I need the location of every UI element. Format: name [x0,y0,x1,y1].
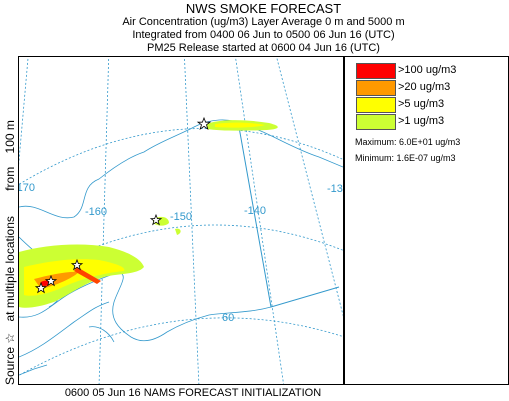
plume-north-yellow [215,122,265,128]
star-icon [196,116,212,130]
peninsula [19,301,110,358]
maximum-value: Maximum: 6.0E+01 ug/m3 [355,137,461,147]
star-icon [34,281,48,294]
legend-swatch [356,97,396,113]
title-block: NWS SMOKE FORECAST Air Concentration (ug… [18,0,509,55]
legend-item: >100 ug/m3 [354,63,504,80]
star-icon [149,213,163,226]
subtitle-line-1: Air Concentration (ug/m3) Layer Average … [122,16,405,28]
map-title: NWS SMOKE FORECAST [185,1,342,16]
legend-swatch [356,63,396,79]
legend-item: >1 ug/m3 [354,114,504,131]
coastline-south [19,271,272,342]
longitude-graticule [19,57,343,384]
source-side-label: Source ☆ at multiple locations from 100 … [0,56,18,385]
longitude-label: -160 [85,206,107,218]
legend-item: >5 ug/m3 [354,97,504,114]
longitude-label: -130 [327,183,343,195]
smoke-plumes [19,120,278,308]
minimum-value: Minimum: 1.6E-07 ug/m3 [355,153,456,163]
location-text: at multiple locations [3,216,17,322]
southern-lakes [88,326,115,343]
longitude-label: -140 [244,205,266,217]
coastline [19,119,343,219]
legend-label: >5 ug/m3 [398,98,445,110]
subtitle-line-3: PM25 Release started at 0600 04 Jun 16 (… [147,42,380,54]
star-icon [70,258,84,271]
latitude-graticule [19,128,343,376]
legend-label: >20 ug/m3 [398,81,451,93]
forecast-init-label: 0600 05 Jun 16 NAMS FORECAST INITIALIZAT… [64,387,322,399]
plume-southwest-red [74,267,101,284]
plume-central-2 [175,228,181,235]
height-text: 100 m [3,120,17,154]
legend-label: >1 ug/m3 [398,115,445,127]
from-text: from [3,166,17,191]
legend-swatch [356,80,396,96]
island-chain [19,364,48,376]
source-markers [34,116,212,294]
latitude-label: 60 [222,312,234,324]
source-text: Source [3,346,17,385]
longitude-label: -150 [170,211,192,223]
legend-panel: >100 ug/m3 >20 ug/m3 >5 ug/m3 >1 ug/m3 M… [344,56,509,385]
longitude-label: -170 [19,182,35,194]
map-panel: -170 -160 -150 -140 -130 60 [13,56,349,385]
smoke-map: -170 -160 -150 -140 -130 60 [13,57,349,384]
international-border [238,126,340,308]
legend-swatch [356,114,396,130]
star-icon [44,274,58,287]
star-icon: ☆ [3,332,17,344]
legend-item: >20 ug/m3 [354,80,504,97]
legend-label: >100 ug/m3 [398,64,457,76]
subtitle-line-2: Integrated from 0400 06 Jun to 0500 06 J… [132,29,395,41]
